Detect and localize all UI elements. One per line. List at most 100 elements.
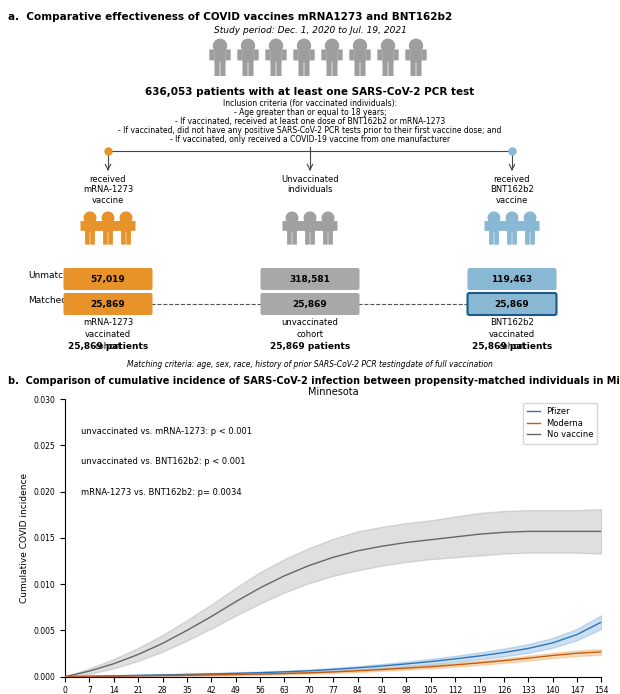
FancyBboxPatch shape (249, 61, 254, 76)
FancyBboxPatch shape (242, 48, 254, 62)
FancyBboxPatch shape (281, 49, 286, 60)
Text: unvaccinated vs. mRNA-1273: p < 0.001: unvaccinated vs. mRNA-1273: p < 0.001 (81, 427, 252, 436)
Text: - If vaccinated, only received a COVID-19 vaccine from one manufacturer: - If vaccinated, only received a COVID-1… (170, 135, 450, 144)
FancyBboxPatch shape (360, 61, 366, 76)
Circle shape (353, 40, 366, 52)
FancyBboxPatch shape (383, 61, 388, 76)
Text: mRNA-1273 vs. BNT162b2: p= 0.0034: mRNA-1273 vs. BNT162b2: p= 0.0034 (81, 488, 242, 497)
FancyBboxPatch shape (535, 221, 539, 231)
FancyBboxPatch shape (113, 221, 118, 231)
Legend: Pfizer, Moderna, No vaccine: Pfizer, Moderna, No vaccine (523, 403, 597, 443)
FancyBboxPatch shape (417, 61, 422, 76)
Title: Minnesota: Minnesota (308, 387, 358, 397)
FancyBboxPatch shape (270, 61, 276, 76)
FancyBboxPatch shape (489, 231, 494, 245)
FancyBboxPatch shape (283, 221, 287, 231)
FancyBboxPatch shape (103, 220, 113, 232)
FancyBboxPatch shape (499, 221, 503, 231)
FancyBboxPatch shape (310, 231, 315, 245)
FancyBboxPatch shape (489, 220, 499, 232)
Text: BNT162b2
vaccinated
cohort: BNT162b2 vaccinated cohort (489, 318, 535, 350)
FancyBboxPatch shape (81, 221, 85, 231)
FancyBboxPatch shape (410, 61, 415, 76)
FancyBboxPatch shape (507, 231, 512, 245)
FancyBboxPatch shape (301, 221, 305, 231)
Text: received
mRNA-1273
vaccine: received mRNA-1273 vaccine (83, 175, 133, 205)
FancyBboxPatch shape (354, 48, 366, 62)
FancyBboxPatch shape (131, 221, 136, 231)
FancyBboxPatch shape (327, 61, 332, 76)
FancyBboxPatch shape (388, 61, 394, 76)
FancyBboxPatch shape (321, 49, 327, 60)
FancyBboxPatch shape (103, 231, 108, 245)
FancyBboxPatch shape (292, 231, 297, 245)
Circle shape (298, 40, 311, 52)
FancyBboxPatch shape (215, 48, 226, 62)
Circle shape (326, 40, 339, 52)
Circle shape (84, 212, 95, 223)
FancyBboxPatch shape (319, 221, 323, 231)
Text: Unvaccinated
individuals: Unvaccinated individuals (281, 175, 339, 194)
FancyBboxPatch shape (323, 231, 328, 245)
Text: a.  Comparative effectiveness of COVID vaccines mRNA1273 and BNT162b2: a. Comparative effectiveness of COVID va… (8, 12, 452, 22)
FancyBboxPatch shape (410, 48, 422, 62)
Circle shape (270, 40, 283, 52)
FancyBboxPatch shape (297, 221, 301, 231)
Text: Study period: Dec. 1, 2020 to Jul. 19, 2021: Study period: Dec. 1, 2020 to Jul. 19, 2… (213, 26, 407, 35)
FancyBboxPatch shape (530, 231, 535, 245)
FancyBboxPatch shape (305, 220, 315, 232)
Text: - If vaccinated, did not have any positive SARS-CoV-2 PCR tests prior to their f: - If vaccinated, did not have any positi… (118, 126, 502, 135)
FancyBboxPatch shape (521, 221, 525, 231)
FancyBboxPatch shape (63, 268, 153, 290)
FancyBboxPatch shape (333, 221, 337, 231)
FancyBboxPatch shape (494, 231, 499, 245)
Text: Matched: Matched (28, 296, 67, 305)
FancyBboxPatch shape (349, 49, 355, 60)
FancyBboxPatch shape (242, 61, 247, 76)
Text: mRNA-1273
vaccinated
cohort: mRNA-1273 vaccinated cohort (83, 318, 133, 350)
FancyBboxPatch shape (378, 49, 383, 60)
Circle shape (286, 212, 298, 223)
Text: b.  Comparison of cumulative incidence of SARS-CoV-2 infection between propensit: b. Comparison of cumulative incidence of… (8, 376, 620, 386)
FancyBboxPatch shape (467, 293, 557, 315)
Text: Unmatched: Unmatched (28, 271, 80, 280)
Text: Matching criteria: age, sex, race, history of prior SARS-CoV-2 PCR testingdate o: Matching criteria: age, sex, race, histo… (127, 360, 493, 369)
FancyBboxPatch shape (507, 220, 517, 232)
FancyBboxPatch shape (91, 231, 95, 245)
FancyBboxPatch shape (85, 231, 90, 245)
FancyBboxPatch shape (305, 231, 310, 245)
Circle shape (381, 40, 394, 52)
Text: - If vaccinated, received at least one dose of BNT162b2 or mRNA-1273: - If vaccinated, received at least one d… (175, 117, 445, 126)
FancyBboxPatch shape (220, 61, 226, 76)
Circle shape (242, 40, 254, 52)
FancyBboxPatch shape (226, 49, 231, 60)
FancyBboxPatch shape (366, 49, 371, 60)
Circle shape (213, 40, 226, 52)
FancyBboxPatch shape (484, 221, 489, 231)
Text: 57,019: 57,019 (91, 275, 125, 284)
Text: unvaccinated vs. BNT162b2: p < 0.001: unvaccinated vs. BNT162b2: p < 0.001 (81, 457, 246, 466)
Text: 25,869 patients: 25,869 patients (270, 342, 350, 351)
FancyBboxPatch shape (383, 48, 394, 62)
Text: 25,869 patients: 25,869 patients (68, 342, 148, 351)
FancyBboxPatch shape (502, 221, 507, 231)
FancyBboxPatch shape (298, 61, 304, 76)
Text: unvaccinated
cohort: unvaccinated cohort (281, 318, 339, 339)
FancyBboxPatch shape (328, 231, 333, 245)
Text: - Age greater than or equal to 18 years;: - Age greater than or equal to 18 years; (234, 108, 386, 117)
Circle shape (507, 212, 518, 223)
FancyBboxPatch shape (117, 221, 121, 231)
FancyBboxPatch shape (121, 220, 131, 232)
FancyBboxPatch shape (99, 221, 103, 231)
Circle shape (525, 212, 536, 223)
FancyBboxPatch shape (304, 61, 309, 76)
Text: Inclusion criteria (for vaccinated individuals):: Inclusion criteria (for vaccinated indiv… (223, 99, 397, 108)
Circle shape (322, 212, 334, 223)
FancyBboxPatch shape (287, 231, 292, 245)
FancyBboxPatch shape (525, 231, 529, 245)
Circle shape (120, 212, 131, 223)
FancyBboxPatch shape (126, 231, 131, 245)
FancyBboxPatch shape (63, 293, 153, 315)
FancyBboxPatch shape (405, 49, 410, 60)
FancyBboxPatch shape (270, 48, 281, 62)
